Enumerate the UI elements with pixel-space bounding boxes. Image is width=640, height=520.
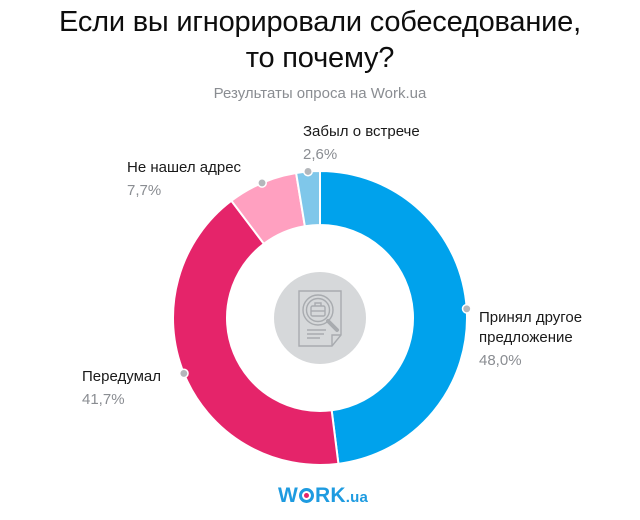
label-no-address: Не нашел адрес 7,7% [127,158,241,201]
label-accepted-offer-name: Принял другое [479,309,583,326]
label-changed-mind: Передумал 41,7% [82,367,161,410]
label-marker-dot [178,368,189,379]
logo-o-target-icon [299,488,315,503]
label-changed-mind-name: Передумал [82,368,161,385]
label-accepted-offer-name-2: предложение [479,329,573,346]
chart-subtitle: Результаты опроса на Work.ua [213,85,427,102]
donut-segments [172,169,468,466]
label-forgot-meeting: Забыл о встрече 2,6% [303,122,420,165]
label-forgot-meeting-name: Забыл о встрече [303,123,420,140]
label-accepted-offer-value: 48,0% [479,352,522,369]
label-accepted-offer: Принял другое предложение 48,0% [479,308,582,371]
logo-w: W [278,484,299,507]
chart-title: Если вы игнорировали собеседование, то п… [0,4,640,76]
label-no-address-name: Не нашел адрес [127,159,242,176]
center-icon [274,272,366,364]
label-marker-dot [257,177,267,188]
chart-title-line-1: Если вы игнорировали собеседование, [59,6,581,38]
label-changed-mind-value: 41,7% [82,391,125,408]
label-marker-dot [303,166,313,177]
label-marker-dot [461,303,472,314]
center-icon-background [274,272,366,364]
segment-changed-mind [172,199,340,466]
logo-ua: .ua [345,489,369,506]
logo-rk: RK [315,484,346,507]
label-forgot-meeting-value: 2,6% [303,146,338,163]
document-search-icon [298,290,342,347]
chart-title-line-2: то почему? [245,42,395,74]
work-ua-logo: W RK .ua [278,484,368,508]
label-markers [178,166,472,379]
segment-accepted-offer [319,169,468,465]
label-no-address-value: 7,7% [127,182,162,199]
